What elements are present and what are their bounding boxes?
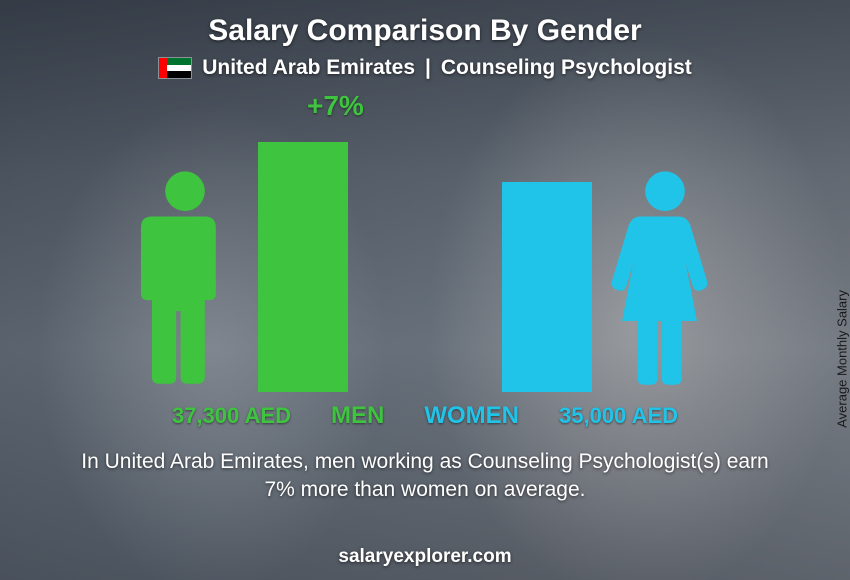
men-group	[130, 142, 348, 392]
man-icon	[130, 162, 240, 392]
subtitle-country: United Arab Emirates	[202, 56, 415, 80]
subtitle-separator: |	[425, 56, 431, 80]
women-label: WOMEN	[424, 402, 519, 430]
y-axis-label: Average Monthly Salary	[835, 290, 850, 428]
woman-icon	[610, 162, 720, 392]
women-group	[502, 162, 720, 392]
percent-difference-label: +7%	[307, 90, 364, 122]
women-salary-label: 35,000 AED	[559, 403, 678, 429]
men-salary-label: 37,300 AED	[172, 403, 291, 429]
chart-area: +7% 37,300 AED MEN WOMEN 35,000 AED	[0, 90, 850, 430]
description-text: In United Arab Emirates, men working as …	[75, 448, 775, 505]
footer-source: salaryexplorer.com	[0, 546, 850, 568]
uae-flag-icon	[158, 57, 192, 79]
men-bar	[258, 142, 348, 392]
women-bar	[502, 182, 592, 392]
subtitle-row: United Arab Emirates | Counseling Psycho…	[0, 56, 850, 80]
men-label: MEN	[331, 402, 384, 430]
subtitle-role: Counseling Psychologist	[441, 56, 692, 80]
labels-row: 37,300 AED MEN WOMEN 35,000 AED	[0, 402, 850, 430]
infographic-container: Salary Comparison By Gender United Arab …	[0, 0, 850, 580]
main-title: Salary Comparison By Gender	[0, 0, 850, 48]
